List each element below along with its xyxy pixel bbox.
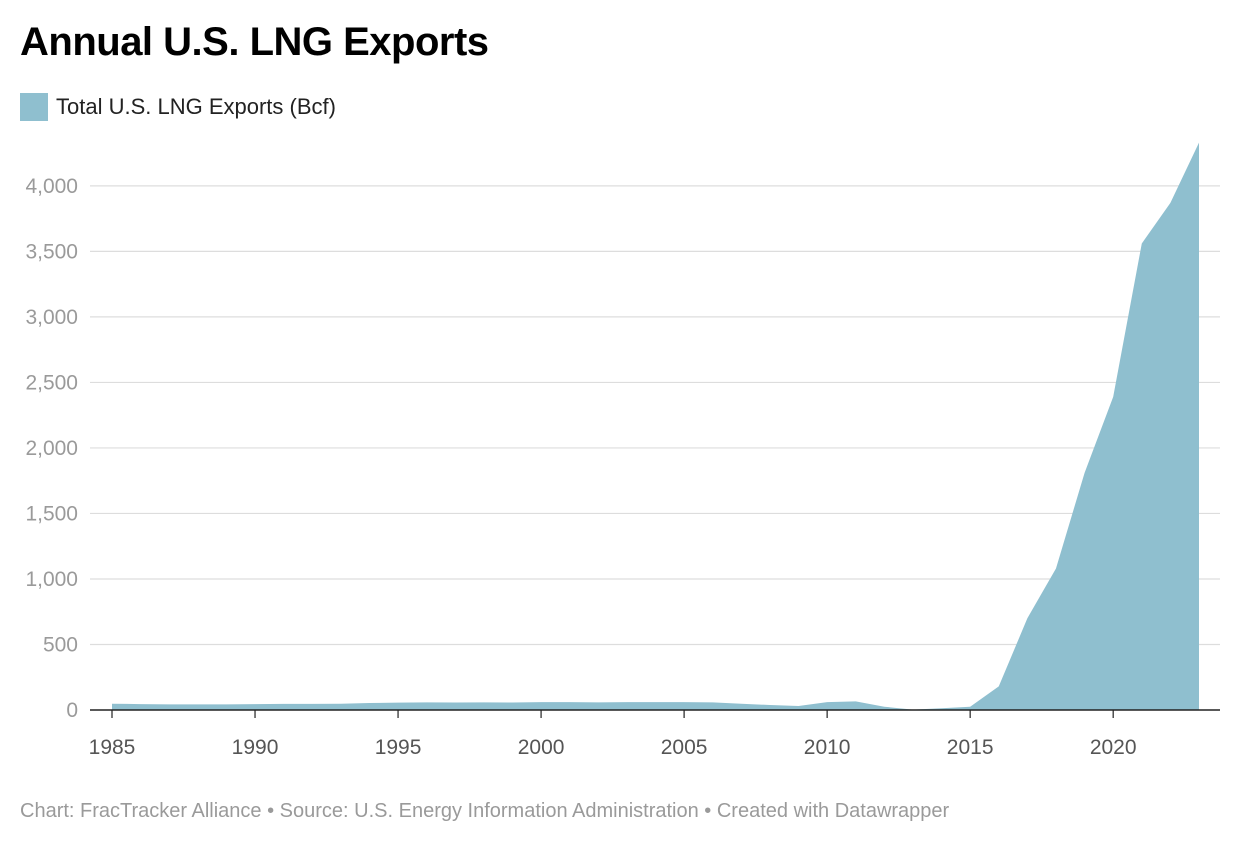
y-tick-label: 0 xyxy=(66,699,78,722)
y-tick-label: 3,000 xyxy=(25,306,78,329)
legend-swatch xyxy=(20,93,48,121)
legend-label: Total U.S. LNG Exports (Bcf) xyxy=(56,94,336,119)
x-tick-label: 1990 xyxy=(232,736,279,759)
area-series xyxy=(112,142,1199,710)
x-tick-label: 2010 xyxy=(804,736,851,759)
y-tick-label: 2,000 xyxy=(25,437,78,460)
y-tick-label: 2,500 xyxy=(25,371,78,394)
x-tick-label: 2015 xyxy=(947,736,994,759)
x-tick-label: 2005 xyxy=(661,736,708,759)
y-tick-label: 1,500 xyxy=(25,502,78,525)
x-axis: 1985 1990 1995 2000 2005 2010 2015 2020 xyxy=(89,709,1220,759)
x-tick-label: 2000 xyxy=(518,736,565,759)
y-axis-labels: 0 500 1,000 1,500 2,000 2,500 3,000 3,500 4,000 xyxy=(25,175,78,722)
chart-footer: Chart: FracTracker Alliance • Source: U.… xyxy=(20,800,950,822)
grid-lines xyxy=(90,185,1220,646)
x-tick-label: 1995 xyxy=(375,736,422,759)
x-tick-label: 1985 xyxy=(89,736,136,759)
area-series-fill xyxy=(112,142,1199,710)
y-tick-label: 1,000 xyxy=(25,568,78,591)
y-tick-label: 4,000 xyxy=(25,175,78,198)
legend: Total U.S. LNG Exports (Bcf) xyxy=(20,93,336,121)
chart-title: Annual U.S. LNG Exports xyxy=(20,20,489,64)
y-tick-label: 500 xyxy=(43,633,78,656)
y-tick-label: 3,500 xyxy=(25,240,78,263)
x-tick-label: 2020 xyxy=(1090,736,1137,759)
